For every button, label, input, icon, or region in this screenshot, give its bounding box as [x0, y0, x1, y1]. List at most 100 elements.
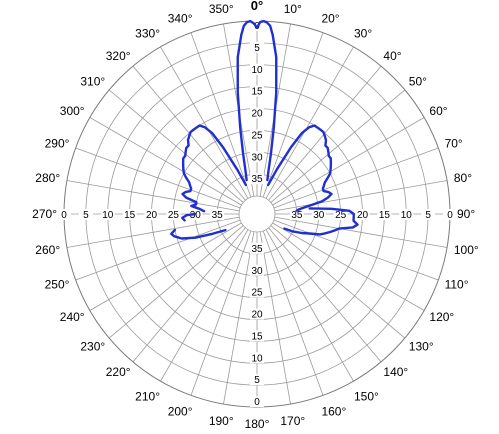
radial-tick-label-180-0: 0 — [254, 397, 260, 408]
radial-label-bg — [122, 209, 137, 220]
angle-tick-label-300: 300° — [60, 104, 85, 118]
radial-tick-label-270-20: 20 — [146, 210, 158, 221]
radial-label-bg — [250, 352, 264, 364]
radial-tick-label-270-25: 25 — [168, 210, 180, 221]
radial-tick-label-90-20: 20 — [357, 210, 369, 221]
radial-label-bg — [250, 151, 264, 163]
series-0-segment-2 — [283, 207, 359, 236]
angle-tick-label-150: 150° — [354, 389, 379, 403]
radial-tick-label-0-10: 10 — [251, 65, 263, 76]
series-0-segment-0 — [236, 19, 278, 182]
radial-label-bg — [57, 209, 71, 220]
radial-tick-label-270-5: 5 — [83, 210, 89, 221]
radial-tick-label-180-30: 30 — [251, 266, 263, 277]
radial-label-bg — [250, 308, 264, 320]
radial-tick-label-270-0: 0 — [61, 210, 67, 221]
radial-tick-label-180-25: 25 — [251, 288, 263, 299]
angle-tick-label-230: 230° — [80, 339, 105, 353]
radial-label-bg — [250, 173, 264, 185]
angle-tick-label-330: 330° — [135, 27, 160, 41]
angle-tick-label-120: 120° — [429, 310, 454, 324]
radial-label-bg — [250, 129, 264, 141]
angle-tick-label-60: 60° — [429, 104, 447, 118]
radial-tick-label-0-30: 30 — [251, 152, 263, 163]
radial-tick-label-180-10: 10 — [251, 353, 263, 364]
radial-label-bg — [355, 209, 370, 220]
radial-label-bg — [250, 85, 264, 97]
radial-tick-label-180-5: 5 — [254, 375, 260, 386]
series-0-segment-5 — [170, 228, 227, 240]
radial-label-bg — [311, 209, 326, 220]
grid-ring-inner — [238, 195, 276, 233]
polar-grid — [63, 20, 451, 408]
radial-label-bg — [289, 209, 304, 220]
radial-tick-label-90-35: 35 — [291, 210, 303, 221]
angle-tick-label-190: 190° — [209, 414, 234, 428]
series-0-segment-4 — [181, 212, 197, 222]
angle-tick-label-110: 110° — [445, 277, 469, 291]
radial-tick-label-0-20: 20 — [251, 109, 263, 120]
angle-tick-label-240: 240° — [60, 310, 85, 324]
radial-tick-label-270-10: 10 — [102, 210, 114, 221]
angle-tick-label-280: 280° — [35, 171, 60, 185]
angle-tick-label-320: 320° — [106, 49, 131, 63]
series-0-segment-1 — [266, 124, 333, 212]
radial-tick-label-90-10: 10 — [401, 210, 413, 221]
radial-label-bg — [100, 209, 115, 220]
radial-label-bg — [250, 107, 264, 119]
radial-label-bg — [399, 209, 414, 220]
angle-tick-label-270: 270° — [32, 207, 57, 221]
radial-tick-label-270-30: 30 — [190, 210, 202, 221]
radial-label-bg — [250, 63, 264, 75]
series-0-segment-3 — [181, 124, 248, 213]
angle-tick-label-340: 340° — [168, 11, 193, 25]
angle-tick-label-70: 70° — [445, 137, 463, 151]
radial-tick-label-270-35: 35 — [212, 210, 224, 221]
radial-label-bg — [443, 209, 457, 220]
angle-tick-label-220: 220° — [106, 365, 131, 379]
radial-tick-label-0-5: 5 — [254, 43, 260, 54]
radial-tick-label-0-15: 15 — [251, 87, 263, 98]
radial-label-bg — [78, 209, 93, 220]
angle-tick-label-80: 80° — [454, 171, 472, 185]
radial-tick-label-180-20: 20 — [251, 310, 263, 321]
angle-tick-label-140: 140° — [383, 365, 408, 379]
angle-tick-label-130: 130° — [409, 339, 434, 353]
angle-tick-label-160: 160° — [321, 405, 346, 419]
radial-tick-label-0-35: 35 — [251, 174, 263, 185]
angle-tick-label-250: 250° — [45, 277, 70, 291]
radial-tick-label-90-5: 5 — [425, 210, 431, 221]
radial-label-bg — [250, 330, 264, 342]
radial-label-bg — [250, 264, 264, 276]
angle-tick-label-0: 0° — [251, 0, 263, 13]
radial-label-bg — [377, 209, 392, 220]
radial-label-bg — [210, 209, 225, 220]
angle-tick-label-90: 90° — [457, 207, 475, 221]
angle-tick-label-210: 210° — [135, 389, 160, 403]
radial-tick-label-90-15: 15 — [379, 210, 391, 221]
angle-tick-label-50: 50° — [409, 75, 427, 89]
radial-label-bg — [250, 396, 264, 407]
angle-tick-label-180: 180° — [245, 417, 270, 431]
angle-tick-label-20: 20° — [321, 11, 339, 25]
angle-tick-label-310: 310° — [80, 75, 105, 89]
radial-label-bg — [250, 286, 264, 298]
angle-tick-label-170: 170° — [280, 414, 305, 428]
angle-tick-label-40: 40° — [383, 49, 401, 63]
angle-tick-label-100: 100° — [454, 243, 479, 257]
radial-tick-label-0-25: 25 — [251, 130, 263, 141]
angle-tick-label-10: 10° — [284, 2, 302, 16]
angle-tick-label-200: 200° — [168, 405, 193, 419]
angle-tick-label-350: 350° — [209, 2, 234, 16]
radial-tick-label-180-35: 35 — [251, 244, 263, 255]
radial-label-bg — [250, 242, 264, 254]
radial-tick-label-90-0: 0 — [447, 210, 453, 221]
radial-label-bg — [421, 209, 436, 220]
radial-label-bg — [333, 209, 348, 220]
radial-tick-label-180-15: 15 — [251, 331, 263, 342]
radial-tick-label-90-25: 25 — [335, 210, 347, 221]
angle-tick-label-290: 290° — [45, 137, 70, 151]
pattern-series — [170, 19, 359, 240]
radial-label-bg — [250, 374, 264, 386]
